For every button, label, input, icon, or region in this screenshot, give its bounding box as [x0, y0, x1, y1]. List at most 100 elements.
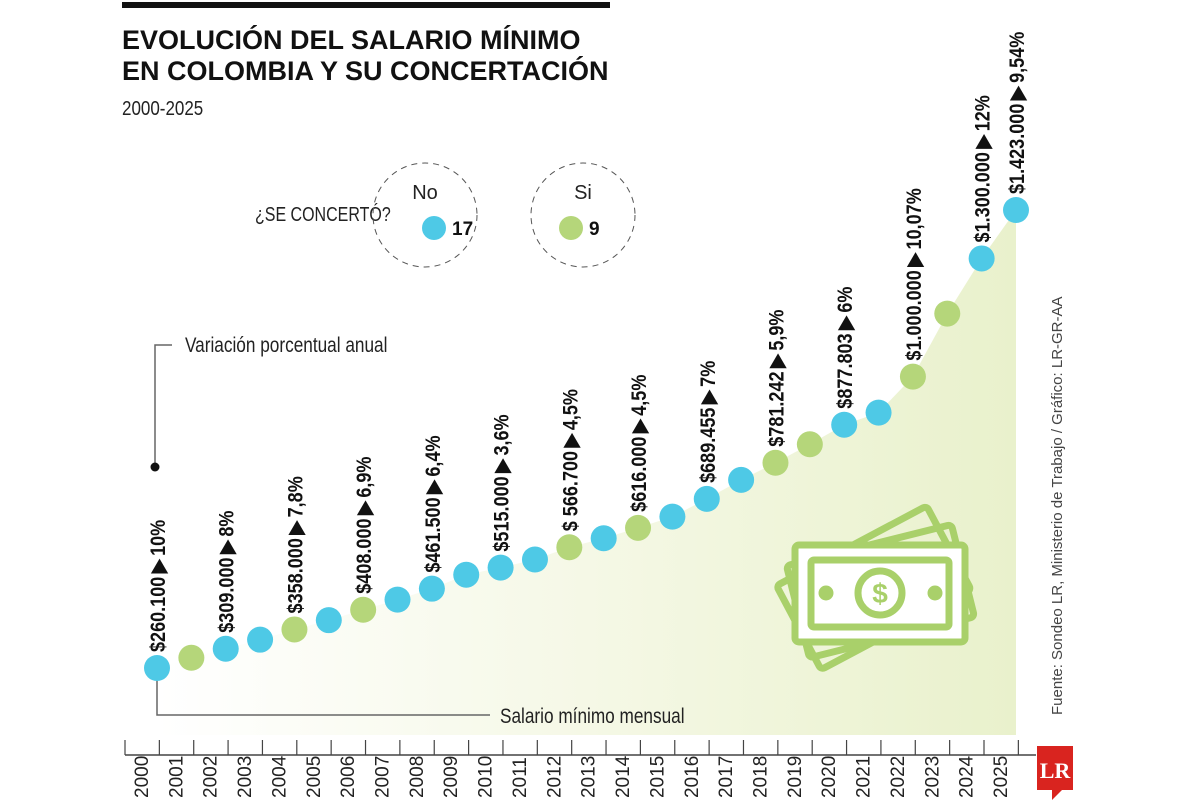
arrow-icon: ▶ [422, 478, 446, 495]
data-point-2009 [453, 561, 480, 588]
salary-annotation-label: Salario mínimo mensual [500, 706, 685, 729]
data-label-pct: 5,9% [765, 310, 789, 351]
data-label-pct: 10,07% [903, 188, 927, 249]
data-label-2024: $1.300.000 ▶ 12% [971, 95, 995, 242]
data-label-pct: 12% [971, 95, 995, 131]
data-label-2008: $461.500 ▶ 6,4% [422, 435, 446, 572]
title-line-1: EVOLUCIÓN DEL SALARIO MÍNIMO [122, 24, 581, 55]
money-icon: $ [774, 503, 978, 672]
x-tick-label: 2001 [166, 756, 187, 798]
data-label-pct: 10% [147, 520, 171, 556]
data-point-2025 [1003, 197, 1029, 223]
data-point-2013 [590, 525, 617, 552]
data-label-2016: $689.455 ▶7% [697, 361, 721, 483]
data-label-value: $309.000 [215, 557, 239, 632]
x-tick-label: 2012 [544, 756, 565, 798]
arrow-icon: ▶ [834, 314, 858, 331]
x-tick-label: 2007 [373, 756, 394, 798]
data-point-2004 [281, 616, 308, 643]
pct-annotation-label: Variación porcentual anual [185, 335, 387, 358]
x-tick-label: 2025 [991, 756, 1012, 798]
legend-si-ring [530, 162, 636, 268]
data-label-value: $877.803 [834, 333, 858, 408]
data-point-2003 [247, 626, 274, 653]
data-label-value: $358.000 [284, 538, 308, 613]
area-fill [157, 210, 1016, 735]
data-label-2004: $358.000 ▶ 7,8% [284, 476, 308, 613]
arrow-icon: ▶ [559, 432, 583, 449]
pct-annotation: Variación porcentual anual [150, 335, 387, 472]
x-tick-label: 2006 [338, 756, 359, 798]
data-point-2010 [487, 554, 514, 581]
data-label-pct: 3,6% [490, 414, 514, 455]
x-tick-label: 2003 [235, 756, 256, 798]
x-tick-label: 2014 [613, 755, 634, 798]
data-label-value: $689.455 [697, 407, 721, 482]
data-point-2014 [625, 514, 652, 541]
lr-logo: LR [1037, 746, 1073, 800]
data-label-value: $ 566.700 [559, 451, 583, 531]
data-label-pct: 4,5% [628, 375, 652, 416]
logo-text: LR [1040, 758, 1072, 783]
data-point-2022 [899, 363, 926, 390]
data-point-2019 [796, 431, 823, 458]
data-label-pct: 4,5% [559, 389, 583, 430]
x-tick-label: 2019 [785, 756, 806, 798]
x-tick-label: 2018 [750, 756, 771, 798]
legend-question: ¿SE CONCERTÓ? [255, 202, 391, 225]
data-point-2012 [556, 534, 583, 561]
arrow-icon: ▶ [215, 538, 239, 555]
legend: ¿SE CONCERTÓ? No 17 Si 9 [255, 162, 636, 268]
arrow-icon: ▶ [628, 417, 652, 434]
data-label-2006: $408.000 ▶6,9% [353, 457, 377, 594]
x-tick-label: 2021 [854, 756, 875, 798]
data-point-2018 [762, 449, 789, 476]
arrow-icon: ▶ [1006, 85, 1030, 102]
x-tick-label: 2024 [957, 755, 978, 798]
x-tick-label: 2022 [888, 756, 909, 798]
x-tick-label: 2000 [132, 756, 153, 798]
data-label-pct: 8% [215, 511, 239, 537]
subtitle: 2000-2025 [122, 97, 203, 120]
data-label-pct: 7,8% [284, 476, 308, 517]
data-label-2025: $1.423.000 ▶ 9,54% [1006, 32, 1030, 194]
data-label-value: $616.000 [628, 436, 652, 511]
legend-si-label: Si [574, 182, 592, 204]
legend-si-count: 9 [589, 219, 600, 240]
data-point-2006 [350, 596, 377, 623]
data-point-2007 [384, 586, 411, 613]
svg-text:$: $ [872, 578, 888, 609]
data-point-2015 [659, 503, 686, 530]
data-point-2021 [865, 399, 892, 426]
data-label-2022: $1.000.000 ▶ 10,07% [903, 188, 927, 360]
legend-no-dot [422, 216, 446, 240]
x-axis: 2000 2001 2002 2003 2004 2005 2006 2007 2008 2009… [124, 740, 1036, 798]
data-labels: $260.100▶10%$309.000▶8%$358.000▶7,8%$408… [147, 32, 1030, 652]
legend-no-count: 17 [452, 219, 473, 240]
arrow-icon: ▶ [971, 133, 995, 150]
data-point-2000 [144, 655, 170, 681]
data-point-2001 [178, 644, 205, 671]
data-point-2016 [693, 485, 720, 512]
data-points [144, 197, 1029, 681]
legend-si-dot [559, 216, 583, 240]
top-rule [122, 2, 610, 8]
data-label-value: $515.000 [490, 476, 514, 551]
data-point-2020 [831, 411, 858, 438]
data-label-value: $781.242 [765, 371, 789, 446]
arrow-icon: ▶ [284, 519, 308, 536]
arrow-icon: ▶ [697, 388, 721, 405]
data-label-2014: $616.000 ▶4,5% [628, 375, 652, 512]
x-tick-label: 2013 [579, 756, 600, 798]
data-label-2012: $ 566.700 ▶ 4,5% [559, 389, 583, 531]
salary-annotation: Salario mínimo mensual [156, 680, 685, 729]
data-label-2010: $515.000 ▶ 3,6% [490, 414, 514, 551]
data-label-pct: 9,54% [1006, 32, 1030, 83]
source-note: Fuente: Sondeo LR, Ministerio de Trabajo… [1049, 296, 1066, 715]
legend-no-ring [372, 162, 478, 268]
arrow-icon: ▶ [147, 558, 171, 575]
data-label-2018: $781.242 ▶5,9% [765, 310, 789, 447]
data-label-2020: $877.803 ▶6% [834, 287, 858, 409]
arrow-icon: ▶ [903, 251, 927, 268]
x-tick-label: 2016 [682, 756, 703, 798]
